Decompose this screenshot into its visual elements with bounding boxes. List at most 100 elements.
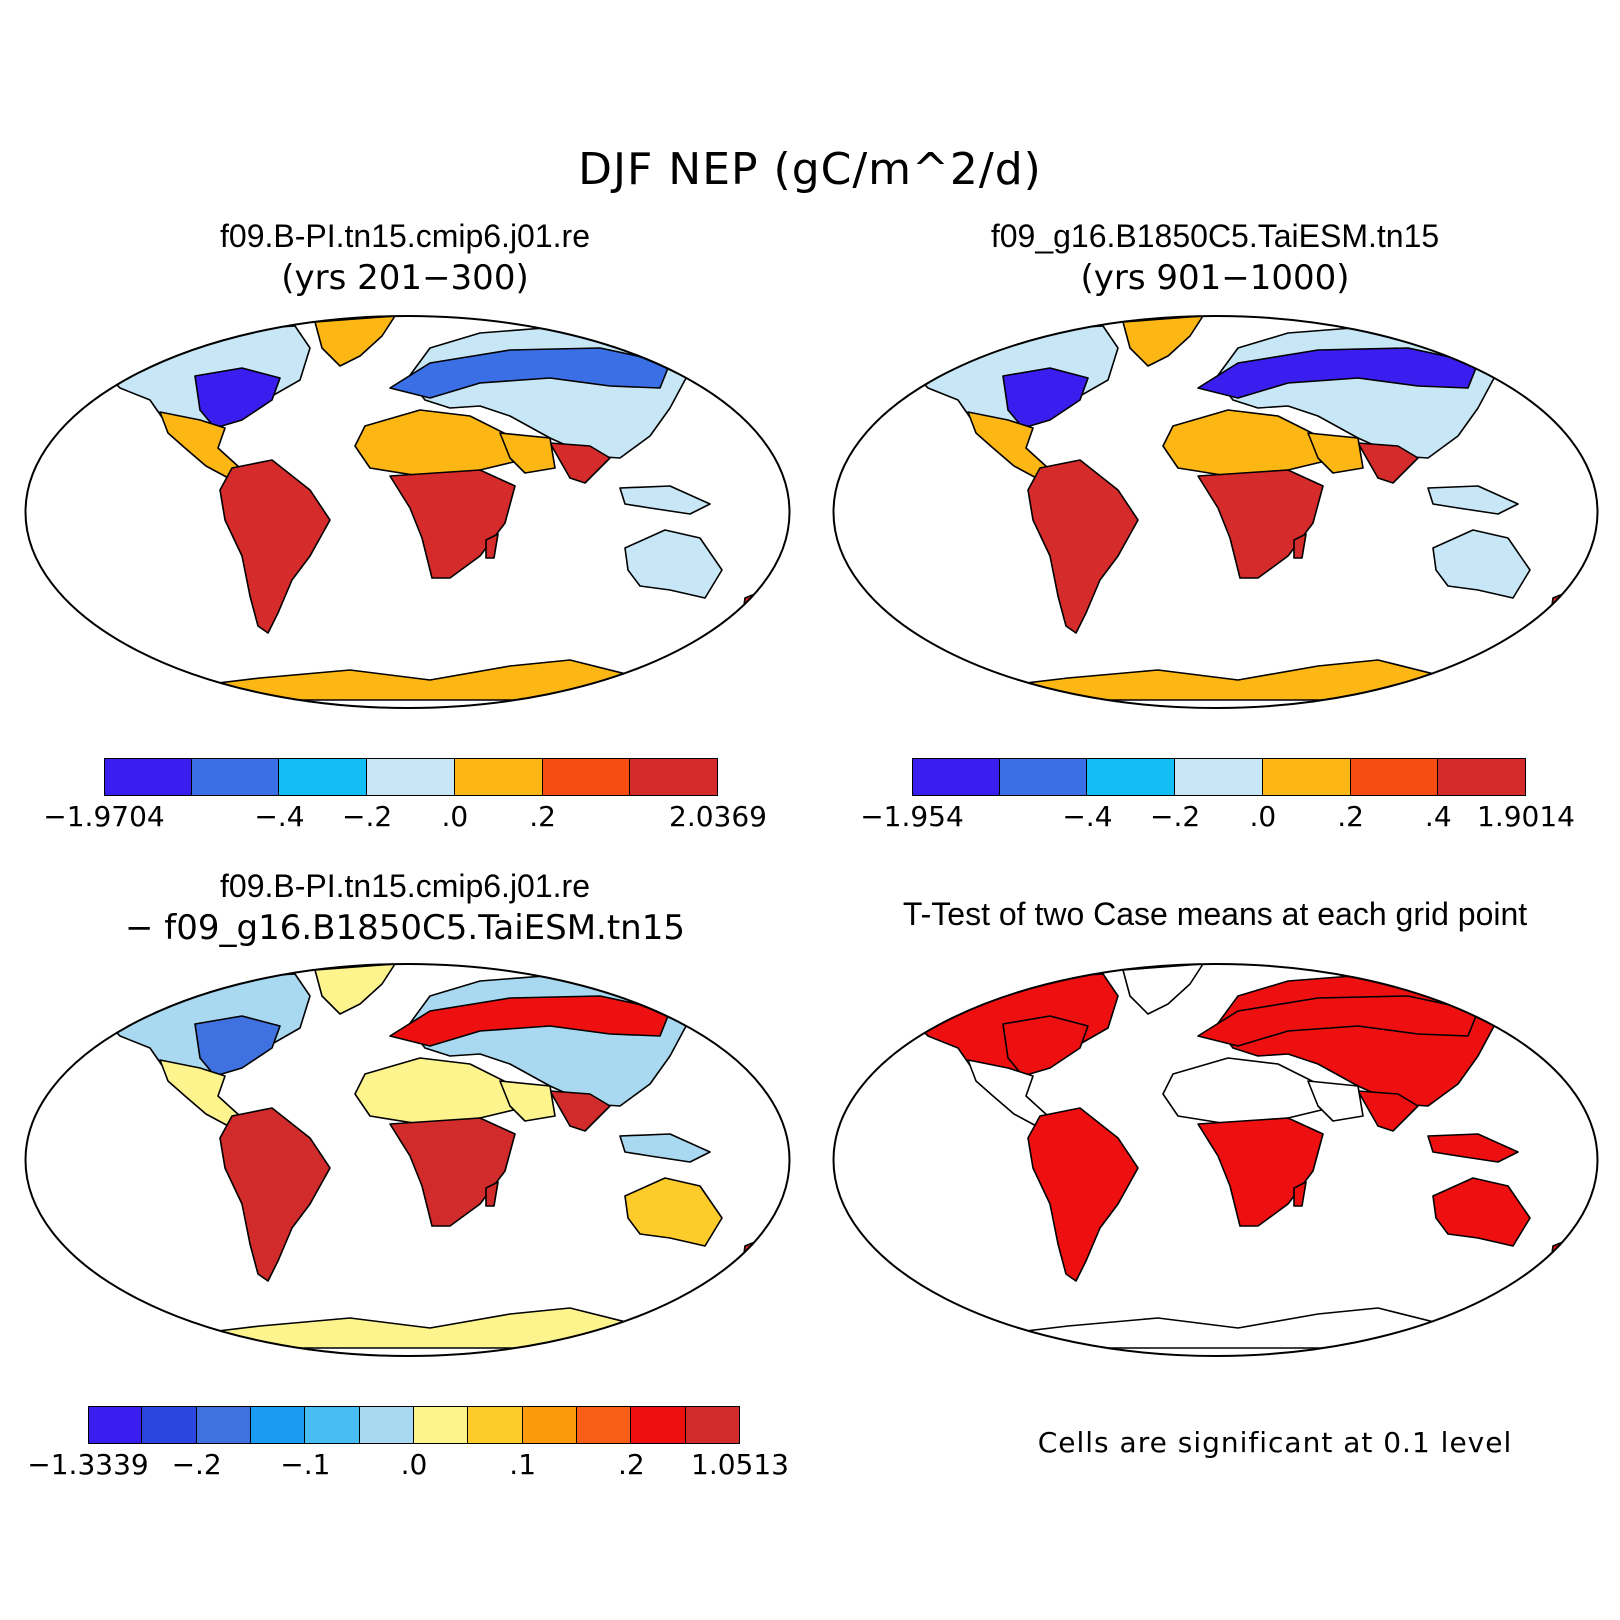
map-outline [832, 315, 1599, 709]
colorbar-cell [912, 758, 1000, 796]
colorbar-cell [1175, 758, 1263, 796]
maritime-continent [619, 485, 711, 515]
eastern-north-america [194, 367, 281, 429]
greenland [314, 316, 396, 367]
panel1-subtitle: (yrs 201−300) [281, 258, 529, 298]
colorbar-cell [191, 758, 280, 796]
colorbar-label: .1 [509, 1448, 537, 1481]
panel2-subtitle: (yrs 901−1000) [1080, 258, 1350, 298]
madagascar [1293, 1181, 1307, 1207]
antarctica [967, 659, 1469, 701]
africa-south [1197, 469, 1324, 579]
colorbar-cell [1438, 758, 1526, 796]
colorbar-cell [454, 758, 543, 796]
colorbar-cell [468, 1406, 523, 1444]
colorbar-case1: −1.9704 −.4 −.2 .0 .2 2.0369 [43, 758, 767, 833]
madagascar [485, 1181, 499, 1207]
colorbar-label: −.2 [1150, 800, 1201, 833]
maritime-continent [619, 1133, 711, 1163]
colorbar-cell [305, 1406, 360, 1444]
madagascar [485, 533, 499, 559]
colorbar-diff: −1.3339 −.2 −.1 .0 .1 .2 1.0513 [27, 1406, 789, 1481]
colorbar-cell [522, 1406, 577, 1444]
colorbar-cell [631, 1406, 686, 1444]
significance-note: Cells are significant at 0.1 level [1037, 1426, 1513, 1459]
antarctica [967, 1307, 1469, 1349]
boreal-belt [1197, 347, 1479, 399]
colorbar-cell [142, 1406, 197, 1444]
colorbar-cell [196, 1406, 251, 1444]
boreal-belt [1197, 995, 1479, 1047]
colorbar-label: −.2 [342, 800, 393, 833]
colorbar-label: 1.0513 [691, 1448, 789, 1481]
panel1-title: f09.B-PI.tn15.cmip6.j01.re [220, 218, 590, 254]
colorbar-cell [104, 758, 192, 796]
south-america [1027, 459, 1139, 634]
australia [624, 1177, 723, 1247]
colorbar-case2: −1.954 −.4 −.2 .0 .2 .4 1.9014 [860, 758, 1575, 833]
map-outline [832, 963, 1599, 1357]
colorbar-label: −.1 [280, 1448, 331, 1481]
boreal-belt [389, 995, 671, 1047]
arabia [1307, 432, 1364, 474]
map-outline [24, 963, 791, 1357]
main-title: DJF NEP (gC/m^2/d) [578, 144, 1042, 195]
colorbar-label: −.4 [254, 800, 305, 833]
colorbar-label: .2 [529, 800, 556, 833]
arabia [499, 1080, 556, 1122]
australia [1432, 529, 1531, 599]
colorbar-cell [414, 1406, 469, 1444]
map-ttest [832, 963, 1599, 1357]
maritime-continent [1427, 485, 1519, 515]
panel4-title: T-Test of two Case means at each grid po… [902, 896, 1528, 932]
boreal-belt [389, 347, 671, 399]
africa-north [1162, 409, 1339, 477]
colorbar-label: .4 [1424, 800, 1452, 833]
colorbar-cell [630, 758, 718, 796]
south-asia [1357, 1090, 1419, 1132]
colorbar-label: .2 [617, 1448, 645, 1481]
colorbar-cell [367, 758, 455, 796]
eastern-north-america [194, 1015, 281, 1077]
map-case1 [24, 315, 791, 709]
australia [1432, 1177, 1531, 1247]
south-asia [549, 1090, 611, 1132]
africa-north [1162, 1057, 1339, 1125]
colorbar-cell [685, 1406, 740, 1444]
south-america [1027, 1107, 1139, 1282]
panel2-title: f09_g16.B1850C5.TaiESM.tn15 [990, 218, 1440, 254]
map-case2 [832, 315, 1599, 709]
colorbar-cell [88, 1406, 143, 1444]
africa-north [354, 409, 531, 477]
colorbar-cell [279, 758, 368, 796]
australia [624, 529, 723, 599]
colorbar-cell [577, 1406, 632, 1444]
antarctica [159, 1307, 661, 1349]
greenland [1122, 964, 1204, 1015]
colorbar-label: −1.3339 [27, 1448, 149, 1481]
africa-south [389, 469, 516, 579]
south-america [219, 1107, 331, 1282]
colorbar-label: .2 [1337, 800, 1364, 833]
eastern-north-america [1002, 367, 1089, 429]
arabia [499, 432, 556, 474]
colorbar-label: .0 [400, 1448, 428, 1481]
colorbar-cell [359, 1406, 414, 1444]
colorbar-label: −1.9704 [43, 800, 165, 833]
colorbar-label: −1.954 [860, 800, 964, 833]
eastern-north-america [1002, 1015, 1089, 1077]
africa-south [389, 1117, 516, 1227]
map-diff [24, 963, 791, 1357]
colorbar-label: −.4 [1062, 800, 1113, 833]
africa-south [1197, 1117, 1324, 1227]
colorbar-cell [1087, 758, 1176, 796]
colorbar-cell [999, 758, 1088, 796]
colorbar-cell [251, 1406, 306, 1444]
colorbar-label: 1.9014 [1477, 800, 1575, 833]
map-outline [24, 315, 791, 709]
colorbar-label: .0 [1249, 800, 1277, 833]
colorbar-label: −.2 [171, 1448, 222, 1481]
antarctica [159, 659, 661, 701]
greenland [1122, 316, 1204, 367]
madagascar [1293, 533, 1307, 559]
